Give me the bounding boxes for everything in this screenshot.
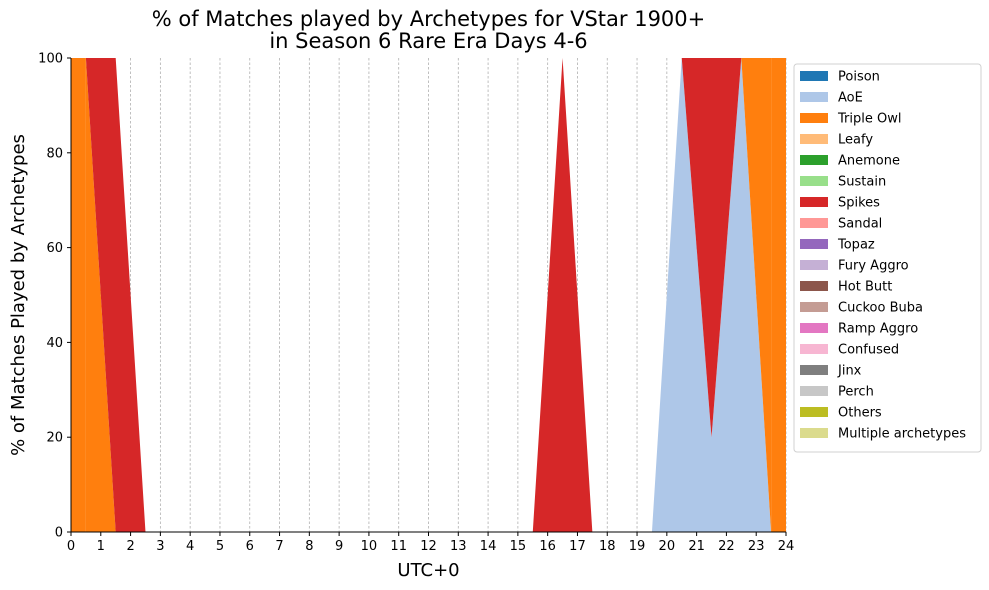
- x-tick-label: 24: [778, 539, 795, 554]
- y-tick-label: 0: [55, 526, 63, 541]
- x-tick-label: 11: [390, 539, 407, 554]
- grid: [70, 58, 787, 532]
- legend-swatch: [800, 197, 828, 207]
- x-tick-label: 13: [450, 539, 467, 554]
- x-tick-label: 19: [629, 539, 646, 554]
- legend-label: Hot Butt: [838, 280, 892, 295]
- chart-title: % of Matches played by Archetypes for VS…: [152, 7, 706, 53]
- legend-swatch: [800, 428, 828, 438]
- x-tick-label: 4: [186, 539, 194, 554]
- legend-swatch: [800, 281, 828, 291]
- x-tick-label: 0: [67, 539, 75, 554]
- x-tick-label: 20: [659, 539, 676, 554]
- x-tick-label: 5: [216, 539, 224, 554]
- x-tick-label: 22: [718, 539, 735, 554]
- legend-label: Perch: [838, 385, 874, 400]
- legend-label: Spikes: [838, 196, 880, 211]
- x-tick-label: 16: [539, 539, 556, 554]
- legend-swatch: [800, 407, 828, 417]
- legend-label: Ramp Aggro: [838, 322, 918, 337]
- legend-label: Confused: [838, 343, 899, 358]
- legend-swatch: [800, 239, 828, 249]
- x-tick-label: 2: [126, 539, 134, 554]
- legend-label: Jinx: [837, 364, 862, 379]
- area-spikes: [85, 58, 772, 532]
- legend-swatch: [800, 92, 828, 102]
- legend-swatch: [800, 134, 828, 144]
- area-edge-left: [71, 58, 86, 532]
- legend-swatch: [800, 155, 828, 165]
- title-line-1: % of Matches played by Archetypes for VS…: [152, 7, 706, 31]
- legend-label: Multiple archetypes: [838, 427, 966, 442]
- y-axis-label: % of Matches Played by Archetypes: [8, 134, 29, 456]
- legend-label: Poison: [838, 70, 880, 85]
- legend-label: Triple Owl: [837, 112, 901, 127]
- x-tick-label: 6: [246, 539, 254, 554]
- y-tick-label: 20: [46, 431, 63, 446]
- y-tick-label: 80: [46, 146, 63, 161]
- legend-swatch: [800, 71, 828, 81]
- y-tick-label: 60: [46, 241, 63, 256]
- legend-swatch: [800, 386, 828, 396]
- area-edge-right: [771, 58, 786, 532]
- legend-label: Others: [838, 406, 882, 421]
- x-tick-label: 10: [361, 539, 378, 554]
- x-tick-label: 8: [305, 539, 313, 554]
- x-tick-label: 1: [97, 539, 105, 554]
- x-tick-label: 3: [156, 539, 164, 554]
- legend-label: Sustain: [838, 175, 886, 190]
- x-tick-label: 18: [599, 539, 616, 554]
- y-tick-label: 40: [46, 336, 63, 351]
- legend-swatch: [800, 365, 828, 375]
- y-axis-ticks: 0 20 40 60 80 100: [38, 52, 71, 541]
- x-tick-label: 14: [480, 539, 497, 554]
- x-axis-label: UTC+0: [397, 560, 459, 581]
- legend-label: AoE: [838, 91, 863, 106]
- legend: Poison AoE Triple Owl Leafy Anemone Sustain Sp…: [793, 63, 982, 453]
- title-line-2: in Season 6 Rare Era Days 4-6: [269, 29, 587, 53]
- x-tick-label: 9: [335, 539, 343, 554]
- x-tick-label: 15: [510, 539, 527, 554]
- area-aoe: [85, 58, 772, 532]
- legend-swatch: [800, 218, 828, 228]
- legend-swatch: [800, 302, 828, 312]
- legend-label: Topaz: [837, 238, 875, 253]
- x-tick-label: 21: [688, 539, 705, 554]
- y-tick-label: 100: [38, 52, 63, 67]
- legend-label: Anemone: [838, 154, 900, 169]
- x-tick-label: 23: [748, 539, 765, 554]
- legend-label: Sandal: [838, 217, 882, 232]
- x-tick-label: 12: [420, 539, 437, 554]
- x-tick-label: 17: [569, 539, 586, 554]
- legend-label: Leafy: [838, 133, 873, 148]
- legend-swatch: [800, 260, 828, 270]
- legend-label: Fury Aggro: [838, 259, 909, 274]
- x-axis-ticks: 0 1 2 3 4 5 6 7 8 9 10 11 12 13 14 15 16 17 18 19 20 21 22 23 24: [67, 532, 794, 554]
- legend-swatch: [800, 344, 828, 354]
- x-tick-label: 7: [275, 539, 283, 554]
- legend-swatch: [800, 113, 828, 123]
- legend-box: [793, 63, 982, 453]
- plot-area: [71, 58, 786, 532]
- legend-label: Cuckoo Buba: [838, 301, 923, 316]
- legend-swatch: [800, 323, 828, 333]
- legend-swatch: [800, 176, 828, 186]
